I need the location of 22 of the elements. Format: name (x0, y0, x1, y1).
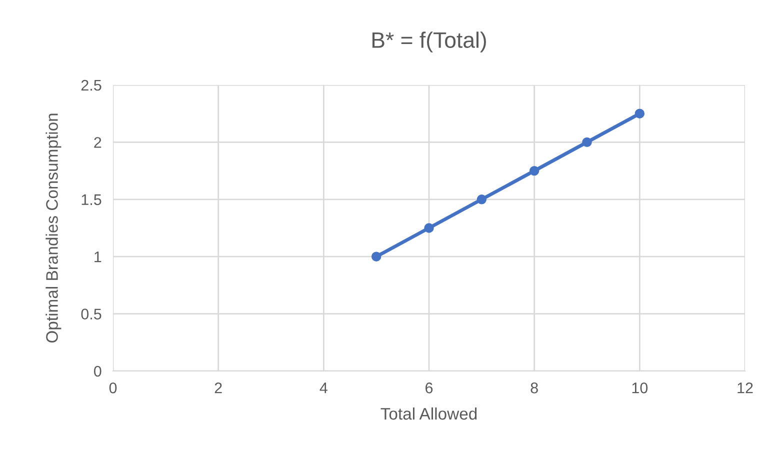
point (371, 252, 382, 262)
y-axis-title: Optimal Brandies Consumption (46, 114, 62, 343)
y-tick-label: 1 (94, 252, 102, 262)
x-tick-label: 0 (109, 382, 117, 394)
y-tick-label: 2.5 (81, 80, 102, 91)
x-tick-label: 2 (214, 382, 222, 394)
x-tick-label: 12 (738, 382, 753, 394)
point (582, 137, 592, 148)
y-tick-label: 0 (94, 366, 102, 377)
point (529, 166, 540, 176)
y-tick-label: 1.5 (82, 194, 102, 206)
point (634, 108, 645, 118)
chart-title: B* = f(Total) (372, 32, 486, 52)
point (476, 194, 487, 204)
y-tick-label: 0.5 (81, 308, 102, 320)
x-tick-label: 4 (320, 382, 328, 394)
x-tick-label: 6 (426, 382, 433, 394)
x-tick-label: 8 (530, 382, 538, 394)
point (424, 223, 434, 233)
y-tick-label: 2 (94, 137, 102, 148)
x-tick-label: 10 (632, 382, 648, 394)
x-axis-title: Total Allowed (380, 407, 477, 420)
